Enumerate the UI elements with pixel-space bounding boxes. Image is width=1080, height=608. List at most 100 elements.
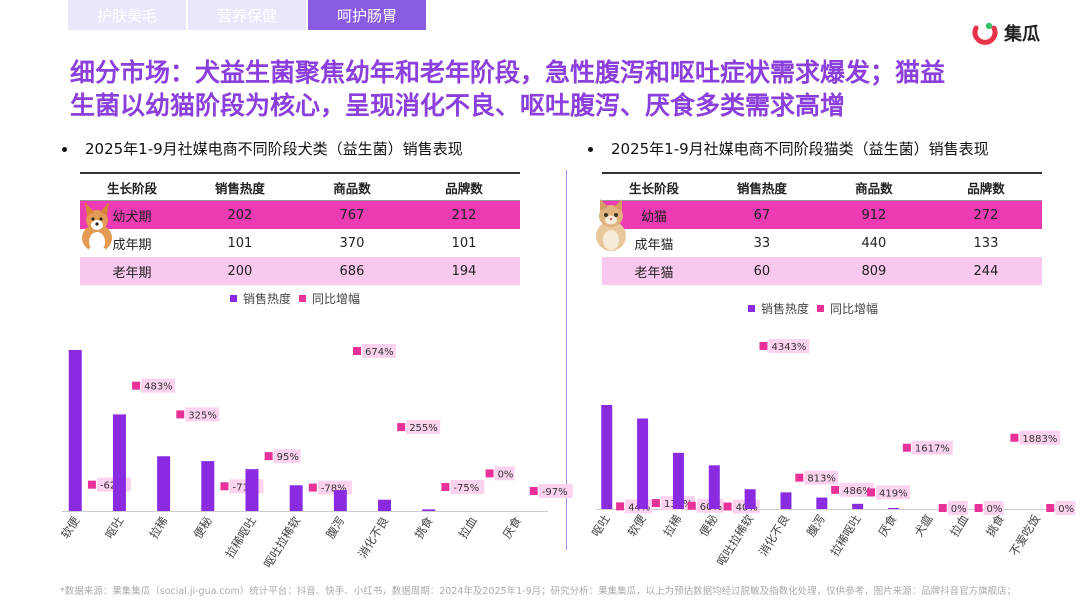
left-section-title: 2025年1-9月社媒电商不同阶段犬类（益生菌）销售表现: [62, 138, 463, 159]
growth-data-label: 1883%: [1022, 434, 1057, 445]
growth-label-bg: [538, 484, 573, 498]
x-tick-label: 拉稀呕吐: [828, 512, 865, 559]
bar-0-4: [245, 469, 259, 511]
tab-skin-coat[interactable]: 护肤美毛: [68, 0, 186, 30]
table-cell: 809: [817, 257, 930, 285]
growth-marker-0-5: [308, 483, 317, 492]
legend-bar-swatch: [748, 305, 755, 312]
growth-label-bg: [362, 344, 397, 358]
bar-1-8: [888, 507, 900, 509]
growth-data-label: 483%: [144, 382, 173, 393]
growth-marker-1-11: [1010, 433, 1019, 442]
bar-1-1: [637, 418, 649, 509]
table-header: 生长阶段: [602, 172, 706, 201]
growth-data-label: 0%: [1058, 504, 1074, 515]
table-cell: 202: [183, 200, 296, 229]
growth-marker-1-7: [867, 488, 876, 497]
growth-data-label: 0%: [951, 504, 967, 515]
bar-0-2: [157, 456, 171, 511]
x-tick-label: 便秘: [696, 512, 720, 539]
table-header: 商品数: [295, 172, 408, 201]
x-tick-label: 拉血: [947, 512, 971, 539]
x-tick-label: 厌食: [876, 512, 900, 539]
growth-data-label: -97%: [542, 487, 568, 498]
growth-data-label: -71%: [232, 482, 258, 493]
right-section-title: 2025年1-9月社媒电商不同阶段猫类（益生菌）销售表现: [588, 138, 989, 159]
x-tick-label: 呕吐: [102, 514, 126, 541]
brand-logo: 集瓜: [972, 20, 1040, 46]
bar-1-2: [672, 452, 684, 509]
bar-0-8: [422, 509, 436, 511]
table-cell: 272: [929, 200, 1042, 229]
table-header: 生长阶段: [80, 172, 184, 201]
growth-data-label: 0%: [498, 469, 514, 480]
x-tick-label: 挑食: [412, 514, 436, 541]
x-tick-label: 挑食: [983, 512, 1007, 539]
growth-label-bg: [983, 501, 1004, 515]
table-cell: 67: [705, 200, 818, 229]
growth-label-bg: [768, 339, 810, 353]
table-row: 成年期 101 370 101: [80, 229, 520, 257]
table-cell: 440: [817, 229, 930, 257]
table-cell: 767: [295, 200, 408, 229]
growth-marker-0-1: [132, 381, 141, 390]
legend-growth-label: 同比增幅: [312, 292, 361, 306]
bar-1-6: [816, 497, 828, 509]
table-header: 品牌数: [929, 172, 1042, 201]
growth-marker-1-8: [902, 443, 911, 452]
x-tick-label: 便秘: [191, 514, 215, 541]
legend-growth-swatch: [817, 305, 825, 312]
table-cell: 101: [407, 229, 520, 257]
growth-marker-0-7: [397, 423, 406, 432]
growth-marker-1-5: [795, 473, 804, 482]
category-tabs: 护肤美毛 营养保健 呵护肠胃: [68, 0, 428, 30]
x-tick-label: 呕吐拉稀软: [261, 514, 304, 571]
growth-data-label: 255%: [409, 423, 438, 434]
growth-marker-0-6: [353, 347, 362, 355]
growth-marker-0-10: [529, 487, 538, 495]
title-line-2: 生菌以幼猫阶段为核心，呈现消化不良、呕吐腹泻、厌食多类需求高增: [70, 91, 846, 120]
growth-label-bg: [804, 470, 839, 485]
growth-label-bg: [141, 378, 176, 393]
growth-marker-1-6: [831, 485, 840, 494]
legend-growth-swatch: [299, 295, 307, 302]
tab-nutrition[interactable]: 营养保健: [188, 0, 306, 30]
jigua-logo-icon: [972, 20, 998, 46]
table-header: 销售热度: [705, 172, 818, 201]
bar-1-5: [780, 492, 792, 509]
table-cell: 33: [705, 229, 818, 257]
table-cell: 370: [295, 229, 408, 257]
growth-label-bg: [494, 466, 515, 481]
growth-marker-0-4: [264, 452, 273, 461]
growth-marker-1-0: [616, 502, 625, 511]
table-cell: 101: [183, 229, 296, 257]
x-tick-label: 腹泻: [323, 514, 347, 541]
tab-gut-care[interactable]: 呵护肠胃: [308, 0, 426, 30]
growth-marker-0-3: [220, 482, 229, 491]
growth-marker-0-9: [485, 469, 494, 478]
growth-data-label: 0%: [987, 504, 1003, 515]
table-cell: 912: [817, 200, 930, 229]
growth-label-bg: [876, 485, 911, 500]
legend-growth-label: 同比增幅: [830, 302, 879, 316]
bar-0-1: [112, 414, 126, 511]
growth-data-label: -78%: [321, 484, 347, 495]
bar-0-5: [289, 485, 303, 511]
bar-0-3: [201, 461, 215, 511]
x-tick-label: 拉稀: [147, 514, 171, 541]
growth-label-bg: [406, 420, 441, 435]
growth-data-label: 325%: [188, 410, 217, 421]
x-tick-label: 腹泻: [804, 512, 828, 539]
growth-label-bg: [840, 482, 875, 497]
growth-label-bg: [1055, 501, 1076, 515]
x-tick-label: 软便: [58, 514, 82, 541]
right-chart-legend: 销售热度 同比增幅: [740, 300, 878, 317]
table-header: 商品数: [817, 172, 930, 201]
x-tick-label: 不爱吃饭: [1007, 512, 1044, 559]
growth-data-label: 674%: [365, 347, 394, 358]
growth-marker-1-10: [974, 504, 983, 512]
growth-marker-0-2: [176, 410, 185, 419]
table-cell: 老年猫: [602, 257, 706, 285]
left-chart-legend: 销售热度 同比增幅: [222, 290, 360, 307]
